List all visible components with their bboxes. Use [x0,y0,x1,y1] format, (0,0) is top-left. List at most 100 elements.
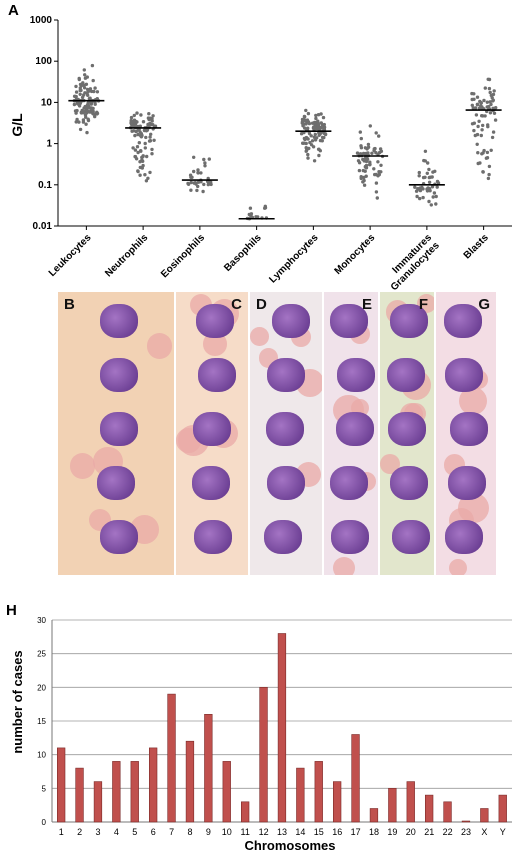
x-tick-label-h: 5 [132,827,137,837]
data-point [476,151,480,155]
bar-21 [424,794,434,823]
lymphoid-cell [196,304,235,339]
lymphoid-cell [193,412,232,447]
bar-X [480,808,489,823]
data-point [74,90,79,94]
micrograph-panel-c: C [176,292,248,575]
data-point [377,134,381,138]
data-point [85,130,89,135]
data-point [312,126,316,131]
data-point [314,116,318,121]
bar-20 [406,781,415,823]
data-point [486,176,491,181]
x-tick-label-a: Lymphocytes [267,232,320,285]
data-point [140,155,144,160]
data-point [481,123,485,128]
data-point [141,159,145,163]
data-point [195,188,199,193]
data-point [322,127,327,132]
x-tick-label-a: Leukocytes [47,232,94,279]
data-point [472,121,476,125]
x-tick-label-h: Y [500,827,506,837]
lymphoid-cell [99,520,138,555]
data-point [86,101,90,106]
data-point [370,151,374,155]
data-point [129,118,133,123]
y-tick-label-h: 15 [37,717,46,726]
data-point [74,94,78,99]
data-point [478,161,482,165]
data-point [425,171,429,175]
data-point [485,150,490,155]
data-point [263,206,268,210]
data-point [81,81,85,85]
x-tick-label-h: 14 [295,827,305,837]
data-point [427,199,431,204]
data-point [147,122,151,127]
bar-5 [130,761,139,823]
data-point [207,157,211,161]
x-tick-label-h: 6 [151,827,156,837]
micrograph-panel-e: E [324,292,378,575]
data-point [89,106,94,110]
data-point [132,113,136,118]
data-point [418,196,422,201]
bar-14 [296,767,305,823]
micrograph-panel-b: B [58,292,174,575]
data-point [306,156,310,160]
data-point [315,136,319,140]
bar-2 [75,767,84,823]
red-blood-cell [448,558,468,575]
data-point [359,136,363,141]
data-point [144,135,148,140]
data-point [361,180,365,184]
data-point [426,161,430,165]
data-point [376,152,380,156]
x-tick-label-h: 3 [95,827,100,837]
data-point [303,126,307,130]
data-point [188,173,193,177]
data-point [80,108,84,113]
data-point [95,90,100,94]
data-point [131,146,135,150]
bar-22 [443,801,452,823]
data-point [374,131,378,135]
data-point [490,135,495,140]
x-tick-label-h: 2 [77,827,82,837]
data-point [82,68,87,72]
data-point [143,146,147,150]
lymphoid-cell [448,466,487,501]
y-tick-label-h: 20 [37,683,46,692]
lymphoid-cell [264,520,303,555]
data-point [314,113,318,118]
data-point [316,113,321,117]
panel-label-h: H [6,602,17,619]
data-point [364,159,369,164]
data-point [77,120,81,124]
scatter-chart-a: A G/L 0.01 0.1 1 10 100 1000 Leukocytes Neutro… [8,2,512,292]
lymphoid-cell [330,304,369,339]
data-point [82,86,87,90]
data-point [93,102,97,106]
data-point [361,151,366,156]
data-point [84,122,88,126]
x-tick-label-h: 15 [314,827,324,837]
data-point [85,91,89,95]
data-point [472,92,476,96]
data-point [133,148,138,152]
lymphoid-cell [330,466,369,501]
bar-13 [277,633,287,823]
data-point [149,132,153,136]
red-blood-cell [69,453,96,479]
data-point [309,134,313,138]
y-tick-label-a: 1 [46,139,52,150]
data-point [150,119,154,123]
panel-label-b: B [64,296,75,313]
data-point [488,111,493,115]
data-point [475,103,480,107]
data-point [133,122,138,126]
red-blood-cell [459,387,488,416]
y-tick-label-h: 5 [42,784,47,793]
data-point [481,151,485,155]
lymphoid-cell [450,412,489,447]
